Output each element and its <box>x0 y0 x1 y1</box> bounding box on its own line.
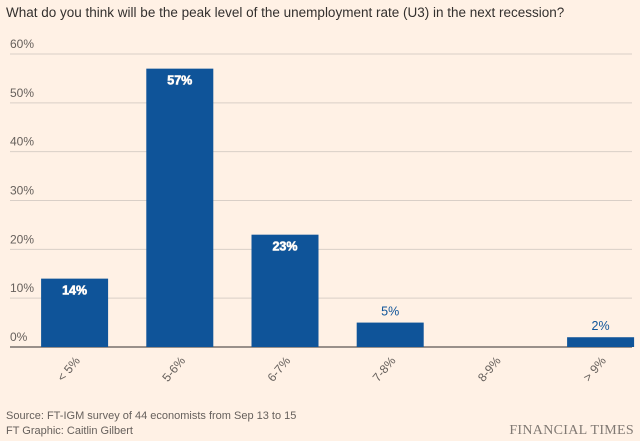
bar <box>41 278 109 347</box>
value-label: 23% <box>272 240 297 254</box>
bar <box>251 234 319 347</box>
y-tick-label: 40% <box>10 135 34 149</box>
y-tick-label: 20% <box>10 232 34 246</box>
y-tick-label: 0% <box>10 330 28 344</box>
value-label: 5% <box>381 305 399 319</box>
value-label: 57% <box>167 74 192 88</box>
bar <box>356 322 424 347</box>
y-tick-label: 30% <box>10 184 34 198</box>
bar <box>567 337 635 347</box>
value-label: 2% <box>592 319 610 333</box>
bar <box>146 68 214 348</box>
source: Source: FT-IGM survey of 44 economists f… <box>6 410 296 422</box>
y-tick-label: 10% <box>10 281 34 295</box>
brand: FINANCIAL TIMES <box>509 423 634 438</box>
y-tick-label: 60% <box>10 37 34 51</box>
y-tick-label: 50% <box>10 86 34 100</box>
chart-title: What do you think will be the peak level… <box>6 5 564 20</box>
credit: FT Graphic: Caitlin Gilbert <box>6 425 133 437</box>
value-label: 14% <box>62 284 87 298</box>
